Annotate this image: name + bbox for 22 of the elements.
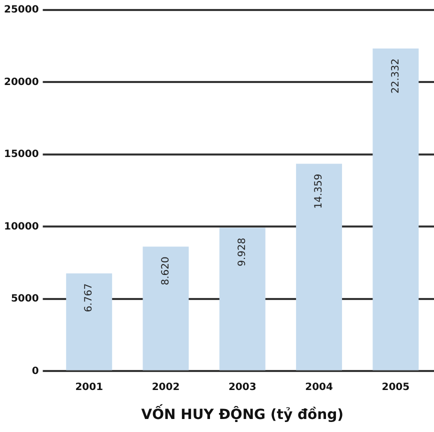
x-tick-label: 2003	[228, 382, 256, 393]
bar	[296, 164, 342, 370]
data-label: 22.332	[390, 58, 402, 94]
data-label: 9.928	[236, 238, 248, 266]
x-tick-label: 2001	[75, 382, 104, 393]
y-tick-label: 5000	[10, 294, 39, 305]
y-tick-label: 15000	[4, 149, 39, 160]
bar	[66, 273, 112, 370]
data-label: 6.767	[84, 283, 95, 312]
bar	[372, 48, 419, 370]
x-tick-label: 2002	[152, 382, 180, 393]
y-tick-label: 20000	[4, 76, 39, 88]
y-tick-label: 0	[32, 366, 39, 377]
bar	[142, 246, 189, 370]
x-tick-label: 2004	[305, 382, 333, 393]
data-label: 8.620	[160, 256, 172, 286]
x-axis-title: VỐN HUY ĐỘNG (tỷ đồng)	[141, 404, 344, 424]
data-label: 14.359	[314, 174, 325, 209]
y-tick-label: 10000	[4, 221, 39, 232]
x-tick-label: 2005	[382, 382, 410, 393]
bar	[219, 228, 266, 370]
y-tick-label: 25000	[4, 4, 39, 16]
